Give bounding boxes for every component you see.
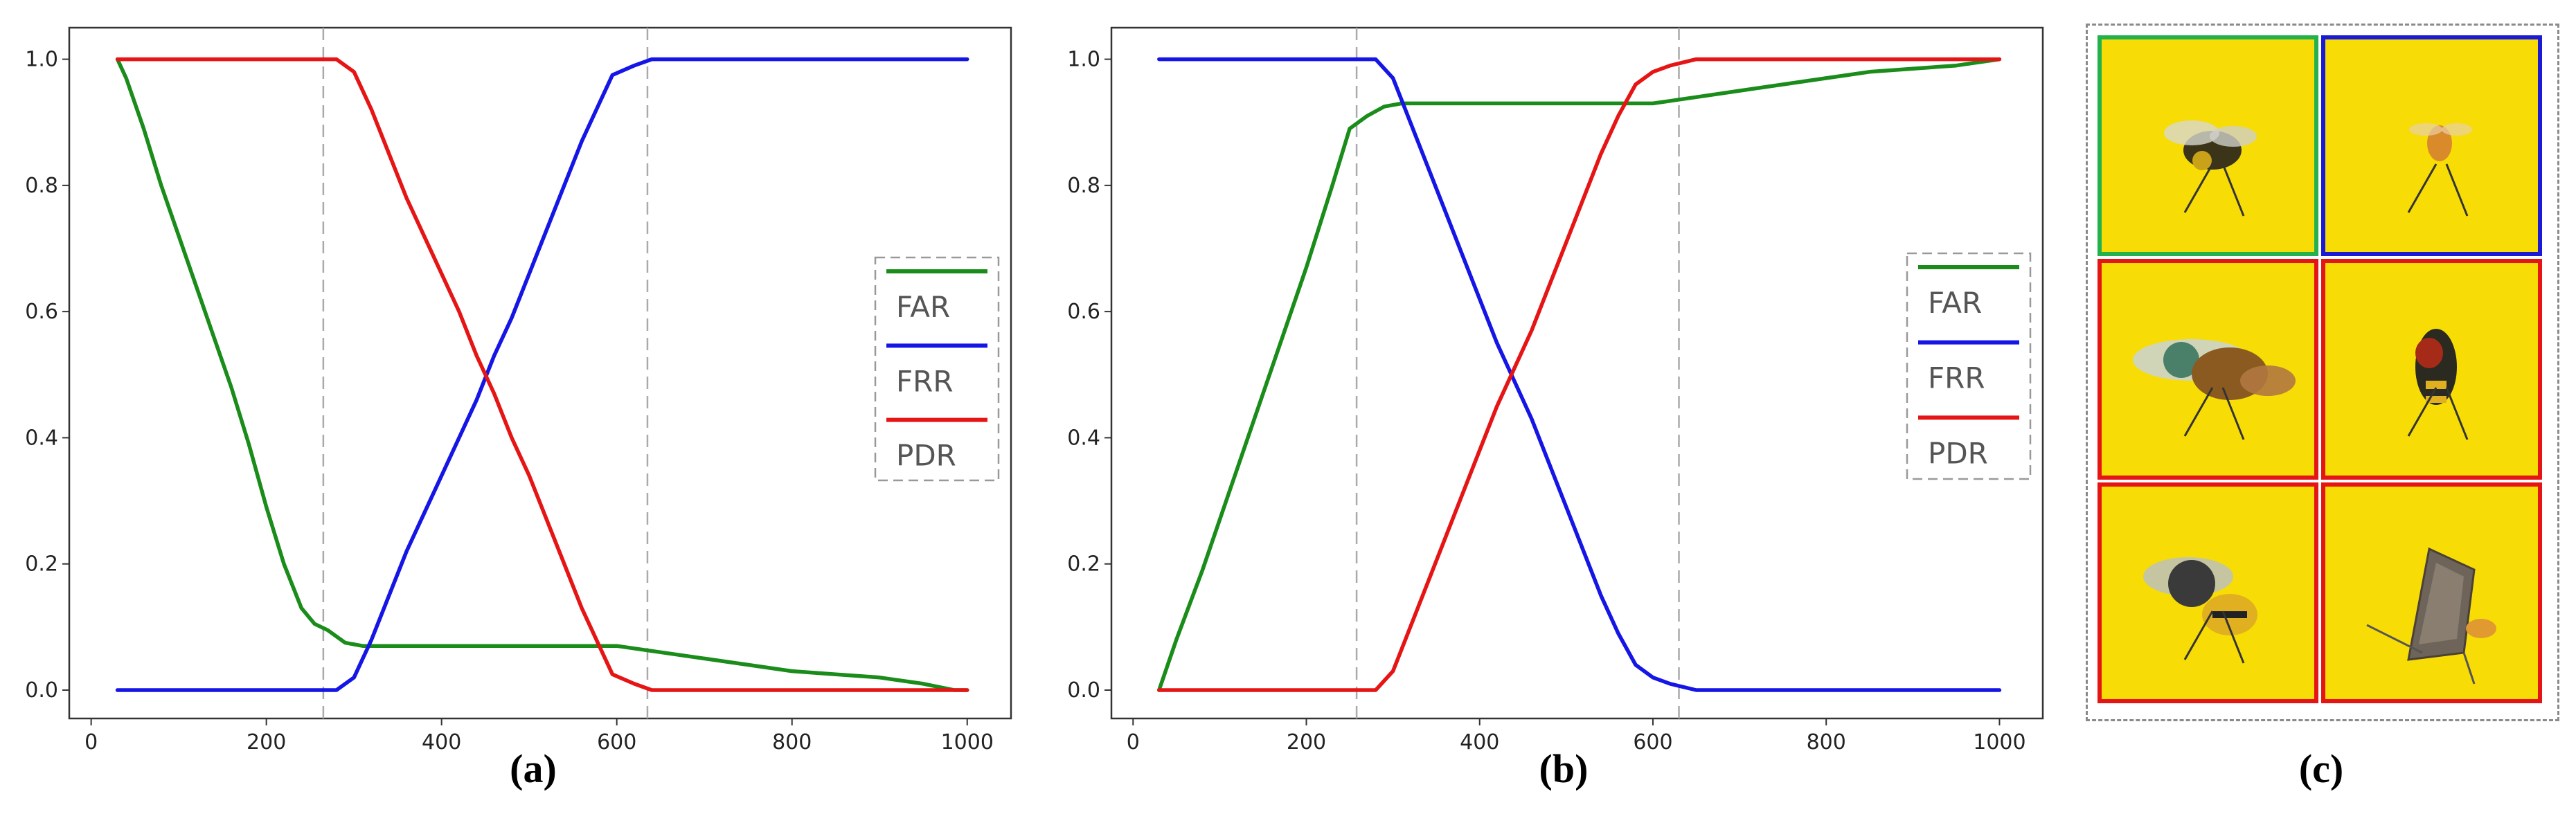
chart-b-series-far: [1157, 57, 2002, 692]
chart-a-series-pdr: [115, 57, 969, 692]
cell-insect-4: [2321, 259, 2542, 480]
panel-label-b: (b): [1539, 746, 1589, 791]
chart-a-legend-box: [874, 256, 1000, 482]
chart-a-legend-label-pdr: PDR: [896, 439, 956, 473]
chart-b-legend: FAR FRR PDR: [1906, 252, 2032, 480]
cell-insect-1: [2098, 35, 2318, 256]
chart-b-axes-frame: [1110, 26, 2044, 720]
chart-a-series-frr: [115, 57, 969, 692]
chart-b-xtick-label-400: 400: [1460, 730, 1499, 754]
chart-a-xtick-label-600: 600: [597, 730, 636, 754]
chart-a-axes-frame: [68, 26, 1012, 720]
chart-a-ytick-label-3: 0.6: [25, 300, 58, 324]
chart-a: 0 200 400 600 800 1000 0.0 0.2 0.4 0.6 0.8 1.0 FAR FR…: [25, 26, 1012, 791]
chart-a-ytick-label-1: 0.2: [25, 552, 58, 577]
chart-a-legend-label-far: FAR: [896, 290, 950, 324]
chart-a-series-far: [115, 57, 969, 692]
chart-b-xtick-label-1000: 1000: [1973, 730, 2025, 754]
chart-a-xtick-label-800: 800: [772, 730, 812, 754]
chart-b-legend-label-far: FAR: [1928, 286, 1982, 320]
chart-b-ytick-label-0: 0.0: [1067, 678, 1100, 703]
chart-b-ytick-label-3: 0.6: [1067, 300, 1100, 324]
chart-b-xtick-label-600: 600: [1633, 730, 1672, 754]
chart-b-legend-label-pdr: PDR: [1928, 436, 1988, 470]
chart-b-xtick-label-200: 200: [1287, 730, 1326, 754]
cell-insect-5: [2098, 482, 2318, 703]
chart-a-ytick-label-5: 1.0: [25, 48, 58, 72]
chart-b-xtick-label-0: 0: [1127, 730, 1140, 754]
chart-b-series-frr: [1157, 57, 2002, 692]
chart-b-ytick-label-5: 1.0: [1067, 48, 1100, 72]
chart-b-legend-box: [1906, 252, 2032, 480]
chart-b-xtick-label-800: 800: [1807, 730, 1846, 754]
chart-b: 0 200 400 600 800 1000 0.0 0.2 0.4 0.6 0.8 1.0 FAR FR…: [1067, 26, 2044, 791]
chart-a-xtick-label-1000: 1000: [941, 730, 994, 754]
cell-insect-6: [2321, 482, 2542, 703]
chart-a-legend-label-frr: FRR: [896, 364, 954, 398]
chart-b-ytick-label-4: 0.8: [1067, 174, 1100, 198]
chart-a-ytick-label-2: 0.4: [25, 426, 58, 450]
chart-b-ytick-label-2: 0.4: [1067, 426, 1100, 450]
chart-b-legend-label-frr: FRR: [1928, 361, 1985, 395]
chart-b-ytick-label-1: 0.2: [1067, 552, 1100, 577]
chart-a-xtick-label-0: 0: [84, 730, 98, 754]
cell-insect-2: [2321, 35, 2542, 256]
chart-a-legend: FAR FRR PDR: [874, 256, 1000, 482]
panel-c-sample-grid: [2086, 24, 2559, 721]
chart-a-ytick-label-4: 0.8: [25, 174, 58, 198]
chart-a-xtick-label-200: 200: [247, 730, 286, 754]
chart-b-series-pdr: [1157, 57, 2002, 692]
chart-a-xtick-label-400: 400: [422, 730, 461, 754]
panel-label-a: (a): [510, 746, 557, 791]
chart-a-ytick-label-0: 0.0: [25, 678, 58, 703]
cell-insect-3: [2098, 259, 2318, 480]
